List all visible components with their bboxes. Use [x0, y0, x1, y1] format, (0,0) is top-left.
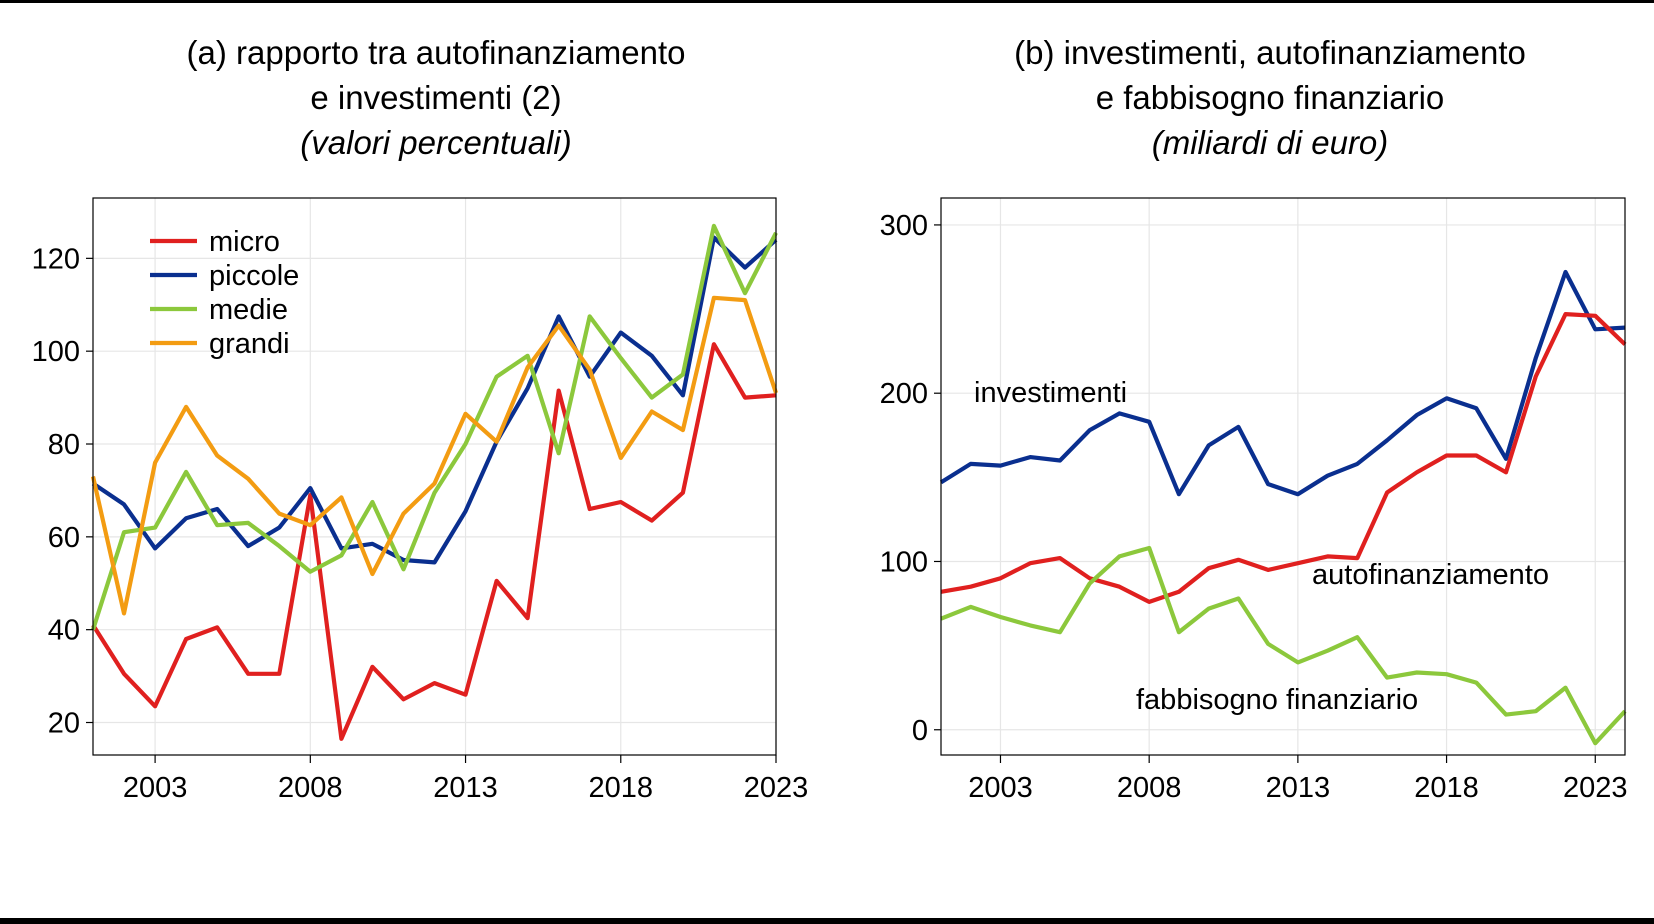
series-label-autofinanziamento: autofinanziamento: [1312, 559, 1549, 591]
panel-a-xtick-label-2018: 2018: [589, 772, 654, 804]
panel-a-xtick-label-2013: 2013: [433, 772, 498, 804]
series-label-fabbisogno: fabbisogno finanziario: [1136, 684, 1418, 716]
panel-a-unit: (valori percentuali): [300, 124, 572, 161]
panel-b-ytick-label-0: 0: [912, 715, 928, 747]
panel-b-xtick-label-2018: 2018: [1414, 772, 1479, 804]
panel-a-ytick-label-80: 80: [48, 429, 80, 461]
panel-a-title-line-2: e investimenti (2): [310, 79, 562, 116]
panel-a-ytick-label-40: 40: [48, 615, 80, 647]
panel-b-unit: (miliardi di euro): [1151, 124, 1389, 161]
panel-a-xtick-label-2023: 2023: [744, 772, 809, 804]
panel-a-ytick-label-20: 20: [48, 708, 80, 740]
panel-b-title-line-1: (b) investimenti, autofinanziamento: [1014, 34, 1526, 71]
panel-b-ytick-label-100: 100: [880, 546, 928, 578]
top-rule: [0, 0, 1654, 3]
panel-b-chart: 0 100 200 300 2003 2008 2013 2018 2023 investimen…: [880, 197, 1628, 804]
legend-label-grandi: grandi: [209, 328, 290, 360]
panel-b-xtick-label-2013: 2013: [1266, 772, 1331, 804]
panel-b-xtick-label-2008: 2008: [1117, 772, 1182, 804]
panel-a-series-grandi-line: [90, 295, 778, 616]
panel-b-ytick-label-300: 300: [880, 210, 928, 242]
panel-b-series-autofinanziamento-line: [940, 312, 1627, 605]
panel-b-title: (b) investimenti, autofinanziamento e fa…: [920, 30, 1620, 165]
panel-a-title: (a) rapporto tra autofinanziamento e inv…: [86, 30, 786, 165]
panel-b-series-investimenti-line: [939, 269, 1626, 497]
panel-a-xtick-label-2008: 2008: [278, 772, 343, 804]
panel-b-ytick-label-200: 200: [880, 378, 928, 410]
bottom-rule: [0, 918, 1654, 924]
legend-label-medie: medie: [209, 294, 288, 326]
panel-a-series-medie-line: [90, 223, 778, 631]
legend-label-micro: micro: [209, 226, 280, 258]
legend-label-piccole: piccole: [209, 260, 299, 292]
panel-a-ytick-label-120: 120: [32, 243, 80, 275]
panel-b-series-fabbisogno-line: [940, 545, 1627, 746]
panel-a-series-piccole-line: [91, 235, 778, 565]
panel-a-xtick-label-2003: 2003: [123, 772, 188, 804]
panel-a-title-line-1: (a) rapporto tra autofinanziamento: [186, 34, 686, 71]
panel-a-plot-frame: [92, 197, 777, 756]
panel-b-xtick-label-2023: 2023: [1563, 772, 1628, 804]
panel-b-plot-frame: [940, 197, 1626, 756]
panel-a-chart: 20 40 60 80 100 120 2003 2008 2013 2018 2023 microp…: [32, 197, 809, 804]
panel-a-ytick-label-100: 100: [32, 336, 80, 368]
panel-b-title-line-2: e fabbisogno finanziario: [1095, 79, 1445, 116]
panel-b-xtick-label-2003: 2003: [968, 772, 1033, 804]
series-label-investimenti: investimenti: [974, 377, 1127, 409]
panel-a-series-micro-line: [91, 342, 777, 741]
panel-a-ytick-label-60: 60: [48, 522, 80, 554]
